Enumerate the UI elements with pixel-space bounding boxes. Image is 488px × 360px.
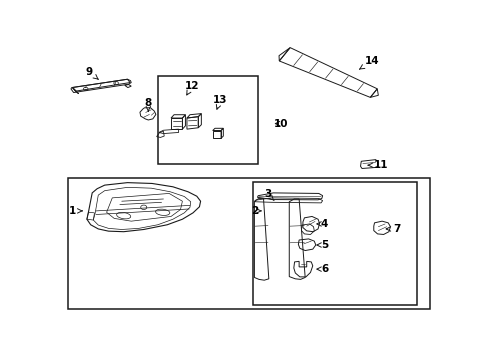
Text: 13: 13 [213,95,227,109]
Text: 2: 2 [250,206,261,216]
Text: 7: 7 [386,224,399,234]
Text: 11: 11 [367,160,388,170]
Text: 14: 14 [359,56,378,69]
Text: 10: 10 [273,118,287,129]
Text: 5: 5 [316,240,327,250]
Text: 9: 9 [86,67,98,79]
Bar [158,76,258,164]
Bar [252,182,417,305]
Text: 3: 3 [264,189,273,201]
Bar [68,177,429,309]
Text: 1: 1 [69,206,82,216]
Text: 6: 6 [316,264,327,274]
Text: 12: 12 [184,81,199,95]
Text: 8: 8 [144,98,152,111]
Text: 4: 4 [316,219,327,229]
